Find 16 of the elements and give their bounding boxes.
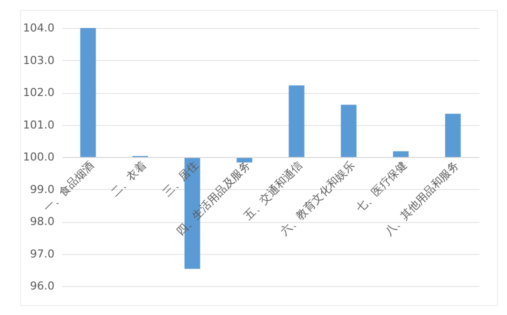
bar (392, 151, 409, 157)
y-tick-label: 97.0 (30, 247, 54, 260)
y-tick-label: 102.0 (23, 86, 54, 99)
bar (288, 85, 304, 157)
y-tick-label: 101.0 (23, 118, 54, 132)
bar (445, 114, 461, 157)
x-tick-label: 三、居住 (160, 158, 201, 200)
y-tick-label: 100.0 (23, 150, 54, 164)
x-tick-label: 二、衣着 (108, 158, 149, 200)
y-tick-label: 104.0 (23, 22, 54, 34)
y-tick-label: 98.0 (30, 215, 54, 228)
y-tick-label: 99.0 (30, 182, 54, 196)
y-tick-label: 96.0 (30, 280, 54, 292)
bar (340, 104, 357, 157)
bar (80, 28, 96, 157)
y-tick-label: 103.0 (23, 54, 54, 67)
